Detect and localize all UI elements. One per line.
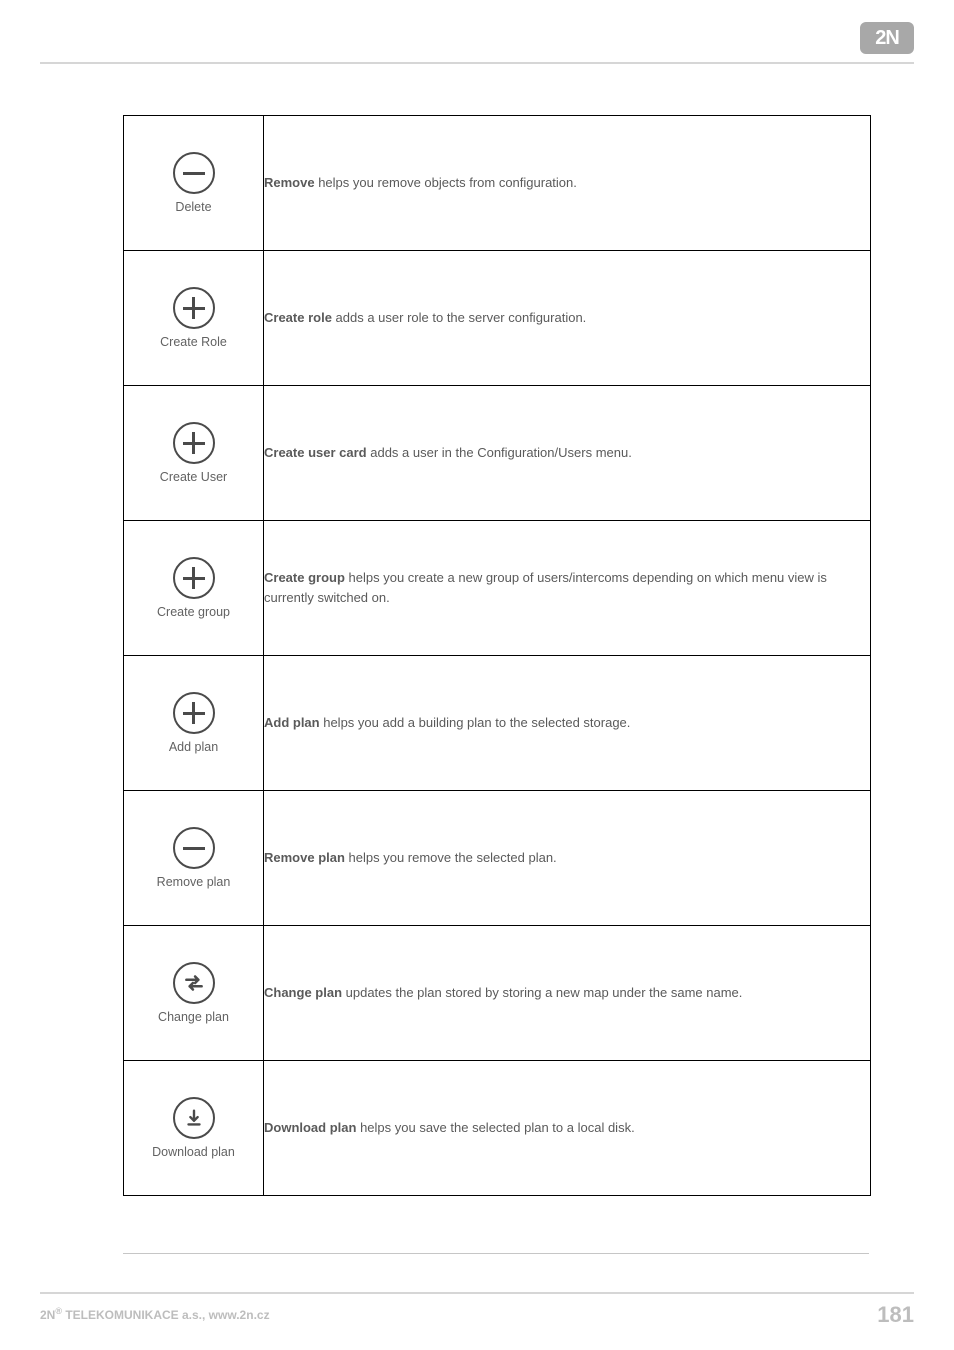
description-text: helps you add a building plan to the sel… [320,715,631,730]
description-cell: Create group helps you create a new grou… [264,521,871,656]
icon-label: Download plan [152,1145,235,1159]
description-cell: Remove helps you remove objects from con… [264,116,871,251]
description-cell: Remove plan helps you remove the selecte… [264,791,871,926]
description-text: adds a user role to the server configura… [332,310,586,325]
brand-logo-text: 2N [875,27,899,50]
plus-icon [173,557,215,599]
description-bold: Add plan [264,715,320,730]
download-icon [173,1097,215,1139]
icon-cell: Add plan [124,656,264,791]
minus-icon [173,152,215,194]
table-row: Remove planRemove plan helps you remove … [124,791,871,926]
table-row: Create groupCreate group helps you creat… [124,521,871,656]
icon-cell: Delete [124,116,264,251]
icon-label: Create Role [160,335,227,349]
description-bold: Create group [264,570,345,585]
footer-divider [40,1292,914,1294]
main-content: Delete Remove helps you remove objects fr… [123,115,871,1196]
plus-icon [173,287,215,329]
description-text: helps you remove objects from configurat… [315,175,577,190]
description-cell: Change plan updates the plan stored by s… [264,926,871,1061]
swap-icon [173,962,215,1004]
description-text: helps you create a new group of users/in… [264,570,827,605]
header-divider [40,62,914,64]
icon-cell: Create Role [124,251,264,386]
icon-cell: Create User [124,386,264,521]
icon-label: Add plan [169,740,218,754]
description-text: updates the plan stored by storing a new… [342,985,742,1000]
icon-label: Create User [160,470,227,484]
icon-cell: Remove plan [124,791,264,926]
table-row: Change planChange plan updates the plan … [124,926,871,1061]
description-cell: Create role adds a user role to the serv… [264,251,871,386]
footer-company: 2N® TELEKOMUNIKACE a.s., www.2n.cz [40,1306,270,1322]
description-cell: Create user card adds a user in the Conf… [264,386,871,521]
table-row: Delete Remove helps you remove objects fr… [124,116,871,251]
description-cell: Download plan helps you save the selecte… [264,1061,871,1196]
icon-label: Delete [175,200,211,214]
description-bold: Create role [264,310,332,325]
table-row: Add planAdd plan helps you add a buildin… [124,656,871,791]
description-cell: Add plan helps you add a building plan t… [264,656,871,791]
footer-reg-mark: ® [55,1306,62,1316]
description-text: helps you save the selected plan to a lo… [356,1120,634,1135]
description-bold: Download plan [264,1120,356,1135]
description-text: adds a user in the Configuration/Users m… [367,445,632,460]
description-bold: Change plan [264,985,342,1000]
minus-icon [173,827,215,869]
table-row: Create User Create user card adds a user … [124,386,871,521]
icon-label: Change plan [158,1010,229,1024]
table-row: Download planDownload plan helps you sav… [124,1061,871,1196]
icon-cell: Download plan [124,1061,264,1196]
icon-description-table: Delete Remove helps you remove objects fr… [123,115,871,1196]
icon-cell: Change plan [124,926,264,1061]
icon-label: Remove plan [157,875,231,889]
description-bold: Remove [264,175,315,190]
icon-cell: Create group [124,521,264,656]
brand-logo: 2N [860,22,914,54]
description-bold: Create user card [264,445,367,460]
table-row: Create Role Create role adds a user role … [124,251,871,386]
plus-icon [173,692,215,734]
icon-label: Create group [157,605,230,619]
description-bold: Remove plan [264,850,345,865]
content-bottom-divider [123,1253,869,1255]
description-text: helps you remove the selected plan. [345,850,557,865]
plus-icon [173,422,215,464]
page-number: 181 [877,1302,914,1328]
footer-brand: 2N [40,1308,55,1322]
footer-company-text: TELEKOMUNIKACE a.s., www.2n.cz [62,1308,270,1322]
